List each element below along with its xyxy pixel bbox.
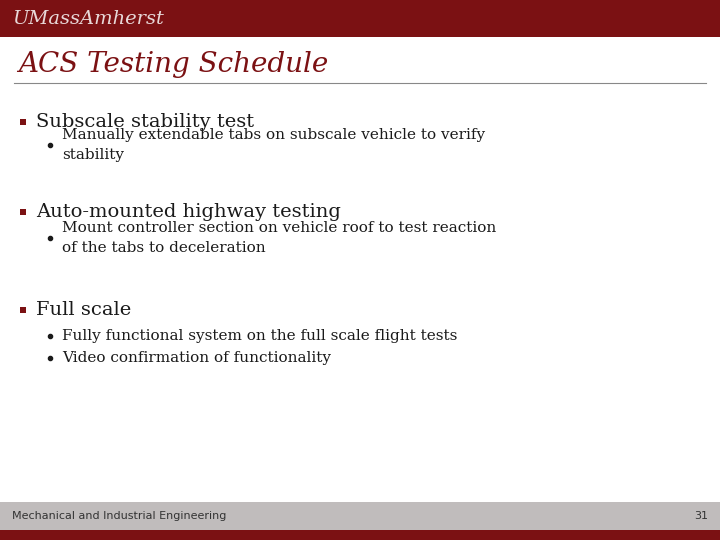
- Text: Full scale: Full scale: [36, 301, 131, 319]
- Bar: [0, 0, 720, 37]
- Text: Fully functional system on the full scale flight tests: Fully functional system on the full scal…: [62, 329, 457, 343]
- Bar: [20, 307, 26, 313]
- Bar: [20, 209, 26, 215]
- Text: Mechanical and Industrial Engineering: Mechanical and Industrial Engineering: [12, 511, 226, 521]
- Text: Video confirmation of functionality: Video confirmation of functionality: [62, 351, 331, 365]
- Bar: [20, 119, 26, 125]
- Text: 31: 31: [694, 511, 708, 521]
- Bar: [0, 530, 720, 540]
- Text: Subscale stability test: Subscale stability test: [36, 113, 254, 131]
- Text: Manually extendable tabs on subscale vehicle to verify
stability: Manually extendable tabs on subscale veh…: [62, 127, 485, 163]
- Text: Mount controller section on vehicle roof to test reaction
of the tabs to deceler: Mount controller section on vehicle roof…: [62, 221, 496, 255]
- Text: ACS Testing Schedule: ACS Testing Schedule: [18, 51, 328, 78]
- Bar: [0, 502, 720, 530]
- Text: UMassAmherst: UMassAmherst: [12, 10, 164, 28]
- Text: Auto-mounted highway testing: Auto-mounted highway testing: [36, 203, 341, 221]
